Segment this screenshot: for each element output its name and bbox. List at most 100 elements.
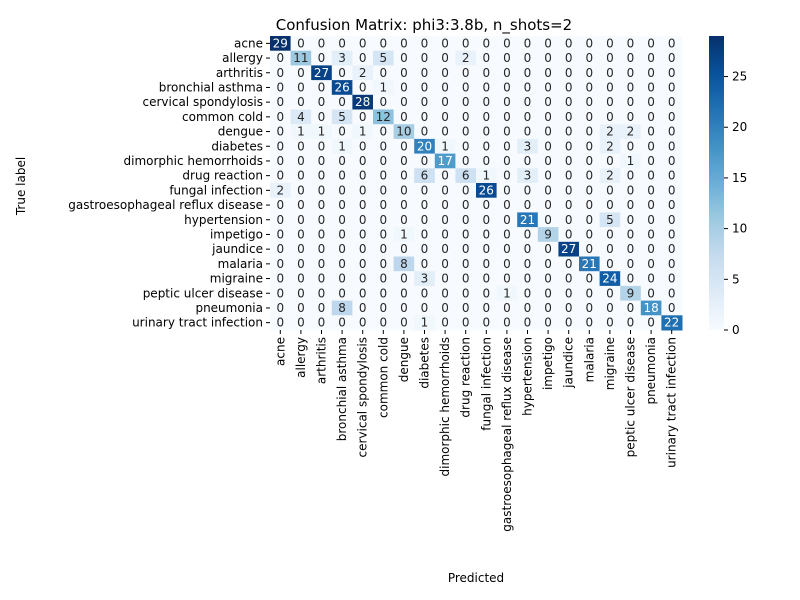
- cell-value-label: 0: [379, 169, 387, 183]
- heatmap-cell: [331, 256, 353, 272]
- cell-value-label: 22: [664, 316, 679, 330]
- cell-value-label: 0: [647, 110, 655, 124]
- heatmap-cells: 29 0 0 0 0 0 0 0 0 0 0 0 0 0 0 0 0 0 0 00 11 0 3 0 5 0 0 0 2 0 0 0 0 0 0 0 0…: [270, 36, 683, 331]
- cell-value-label: 0: [503, 51, 511, 65]
- cell-value-label: 0: [338, 242, 346, 256]
- heatmap-cell: [393, 197, 415, 213]
- cell-value-label: 6: [421, 169, 429, 183]
- heatmap-cell: [661, 168, 683, 184]
- x-tick-label: diabetes: [418, 337, 432, 389]
- heatmap-cell: [393, 94, 415, 110]
- cell-value-label: 0: [647, 227, 655, 241]
- cell-value-label: 0: [647, 242, 655, 256]
- cell-value-label: 0: [627, 169, 635, 183]
- heatmap-cell: [331, 315, 353, 331]
- heatmap-cell: [579, 50, 601, 66]
- cell-value-label: 0: [441, 169, 449, 183]
- heatmap-cell: [620, 227, 642, 243]
- cell-value-label: 0: [462, 316, 470, 330]
- heatmap-cell: [599, 227, 621, 243]
- cell-value-label: 0: [503, 272, 511, 286]
- cell-value-label: 0: [503, 257, 511, 271]
- heatmap-cell: [414, 227, 436, 243]
- heatmap-cell: [393, 212, 415, 228]
- cell-value-label: 0: [338, 316, 346, 330]
- heatmap-cell: [579, 94, 601, 110]
- heatmap-cell: [270, 153, 292, 169]
- cell-value-label: 12: [376, 110, 391, 124]
- heatmap-cell: [434, 36, 456, 52]
- heatmap-cell: [311, 50, 333, 66]
- x-tick-label: pneumonia: [644, 337, 658, 405]
- cell-value-label: 0: [379, 272, 387, 286]
- cell-value-label: 0: [482, 154, 490, 168]
- cell-value-label: 0: [379, 139, 387, 153]
- cell-value-label: 0: [421, 257, 429, 271]
- cell-value-label: 0: [565, 154, 573, 168]
- heatmap-cell: [352, 285, 374, 302]
- heatmap-cell: [373, 197, 395, 213]
- heatmap-cell: [311, 65, 333, 81]
- heatmap-cell: [373, 300, 395, 316]
- heatmap-cell: [352, 94, 374, 110]
- heatmap-cell: [476, 109, 498, 125]
- cell-value-label: 0: [338, 154, 346, 168]
- cell-value-label: 0: [627, 257, 635, 271]
- heatmap-cell: [640, 138, 662, 155]
- heatmap-cell: [517, 197, 539, 213]
- cell-value-label: 0: [297, 198, 305, 212]
- heatmap-cell: [352, 168, 374, 184]
- heatmap-cell: [640, 241, 662, 257]
- cell-value-label: 0: [482, 36, 490, 50]
- cell-value-label: 0: [318, 316, 326, 330]
- cell-value-label: 5: [606, 213, 614, 227]
- cell-value-label: 0: [647, 183, 655, 197]
- heatmap-cell: [311, 109, 333, 125]
- heatmap-cell: [537, 80, 559, 96]
- heatmap-cell: [311, 271, 333, 287]
- heatmap-cell: [579, 227, 601, 243]
- heatmap-cell: [558, 36, 580, 52]
- heatmap-cell: [496, 241, 518, 257]
- heatmap-cell: [414, 197, 436, 213]
- cell-value-label: 0: [585, 125, 593, 139]
- cell-value-label: 0: [379, 154, 387, 168]
- cell-value-label: 0: [668, 139, 676, 153]
- cell-value-label: 0: [276, 316, 284, 330]
- heatmap-cell: [352, 197, 374, 213]
- heatmap-cell: [620, 94, 642, 110]
- cell-value-label: 0: [565, 80, 573, 94]
- cell-value-label: 0: [585, 316, 593, 330]
- cell-value-label: 0: [606, 198, 614, 212]
- heatmap-cell: [414, 256, 436, 272]
- heatmap-cell: [476, 183, 498, 199]
- heatmap-cell: [476, 212, 498, 228]
- cell-value-label: 0: [627, 95, 635, 109]
- heatmap-cell: [599, 65, 621, 81]
- heatmap-cell: [579, 241, 601, 257]
- heatmap-cell: [311, 36, 333, 52]
- heatmap-cell: [311, 153, 333, 169]
- heatmap-cell: [496, 300, 518, 316]
- cell-value-label: 0: [482, 198, 490, 212]
- heatmap-cell: [537, 168, 559, 184]
- cell-value-label: 0: [297, 95, 305, 109]
- cell-value-label: 0: [379, 286, 387, 300]
- heatmap-cell: [661, 109, 683, 125]
- heatmap-cell: [455, 197, 477, 213]
- cell-value-label: 0: [585, 242, 593, 256]
- heatmap-cell: [455, 80, 477, 96]
- cell-value-label: 0: [400, 242, 408, 256]
- heatmap-cell: [537, 183, 559, 199]
- cell-value-label: 8: [338, 301, 346, 315]
- x-tick-label: malaria: [582, 337, 596, 382]
- heatmap-cell: [476, 50, 498, 66]
- heatmap-cell: [311, 212, 333, 228]
- cell-value-label: 0: [668, 198, 676, 212]
- heatmap-cell: [414, 109, 436, 125]
- colorbar-tick-label: 15: [732, 171, 747, 185]
- heatmap-cell: [434, 285, 456, 302]
- cell-value-label: 0: [544, 213, 552, 227]
- cell-value-label: 5: [379, 51, 387, 65]
